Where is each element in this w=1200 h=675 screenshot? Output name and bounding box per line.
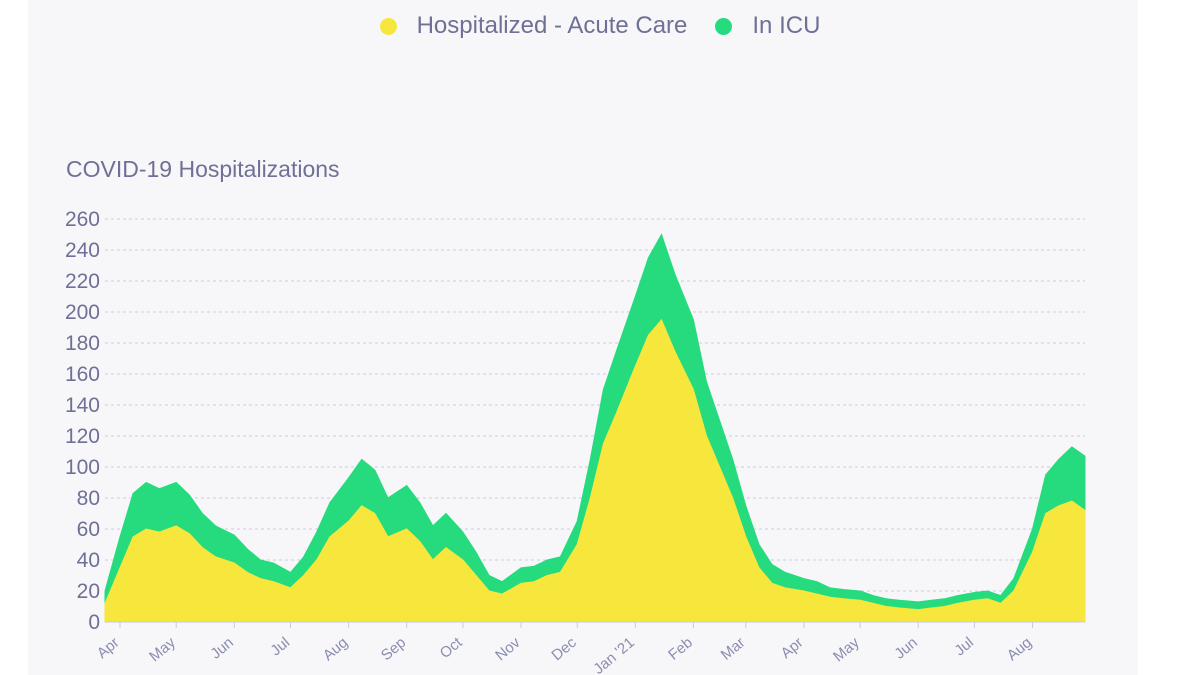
legend-dot-acute-care-icon (379, 17, 397, 35)
chart-title: COVID-19 Hospitalizations (66, 156, 340, 182)
legend-item-icu[interactable]: In ICU (715, 12, 820, 40)
x-tick-label: Aug (1004, 634, 1035, 664)
x-tick-label: Sep (378, 634, 409, 664)
x-tick-label: Oct (437, 634, 466, 663)
x-tick-label: May (830, 634, 863, 666)
legend: Hospitalized - Acute Care In ICU (0, 12, 1200, 40)
legend-item-acute-care[interactable]: Hospitalized - Acute Care (379, 12, 688, 40)
y-tick-label: 0 (88, 611, 100, 634)
x-tick-label: Dec (548, 634, 580, 664)
y-tick-label: 40 (77, 549, 100, 572)
legend-label-icu: In ICU (752, 12, 821, 39)
x-tick-label: Apr (778, 634, 807, 662)
x-tick-label: Jul (267, 634, 293, 659)
x-tick-label: Apr (94, 634, 123, 662)
y-tick-label: 60 (77, 518, 100, 541)
y-tick-label: 200 (65, 301, 100, 324)
y-tick-label: 260 (65, 208, 100, 231)
x-tick-label: Jun (207, 634, 236, 663)
x-tick-label: Aug (320, 634, 351, 664)
x-tick-label: Jan '21 (590, 634, 638, 675)
y-tick-label: 120 (65, 425, 100, 448)
y-tick-label: 180 (65, 332, 100, 355)
y-tick-label: 140 (65, 394, 100, 417)
y-tick-label: 220 (65, 270, 100, 293)
x-tick-label: Mar (718, 634, 749, 664)
y-tick-label: 80 (77, 487, 100, 510)
x-tick-label: Jul (951, 634, 977, 659)
legend-label-acute-care: Hospitalized - Acute Care (416, 12, 688, 39)
legend-dot-icu-icon (715, 17, 733, 35)
x-tick-label: May (146, 634, 179, 666)
y-tick-label: 240 (65, 239, 100, 262)
y-tick-label: 20 (77, 580, 100, 603)
x-tick-label: Jun (891, 634, 920, 663)
x-tick-label: Nov (492, 634, 524, 664)
x-tick-label: Feb (665, 634, 696, 664)
y-tick-label: 100 (65, 456, 100, 479)
y-tick-label: 160 (65, 363, 100, 386)
